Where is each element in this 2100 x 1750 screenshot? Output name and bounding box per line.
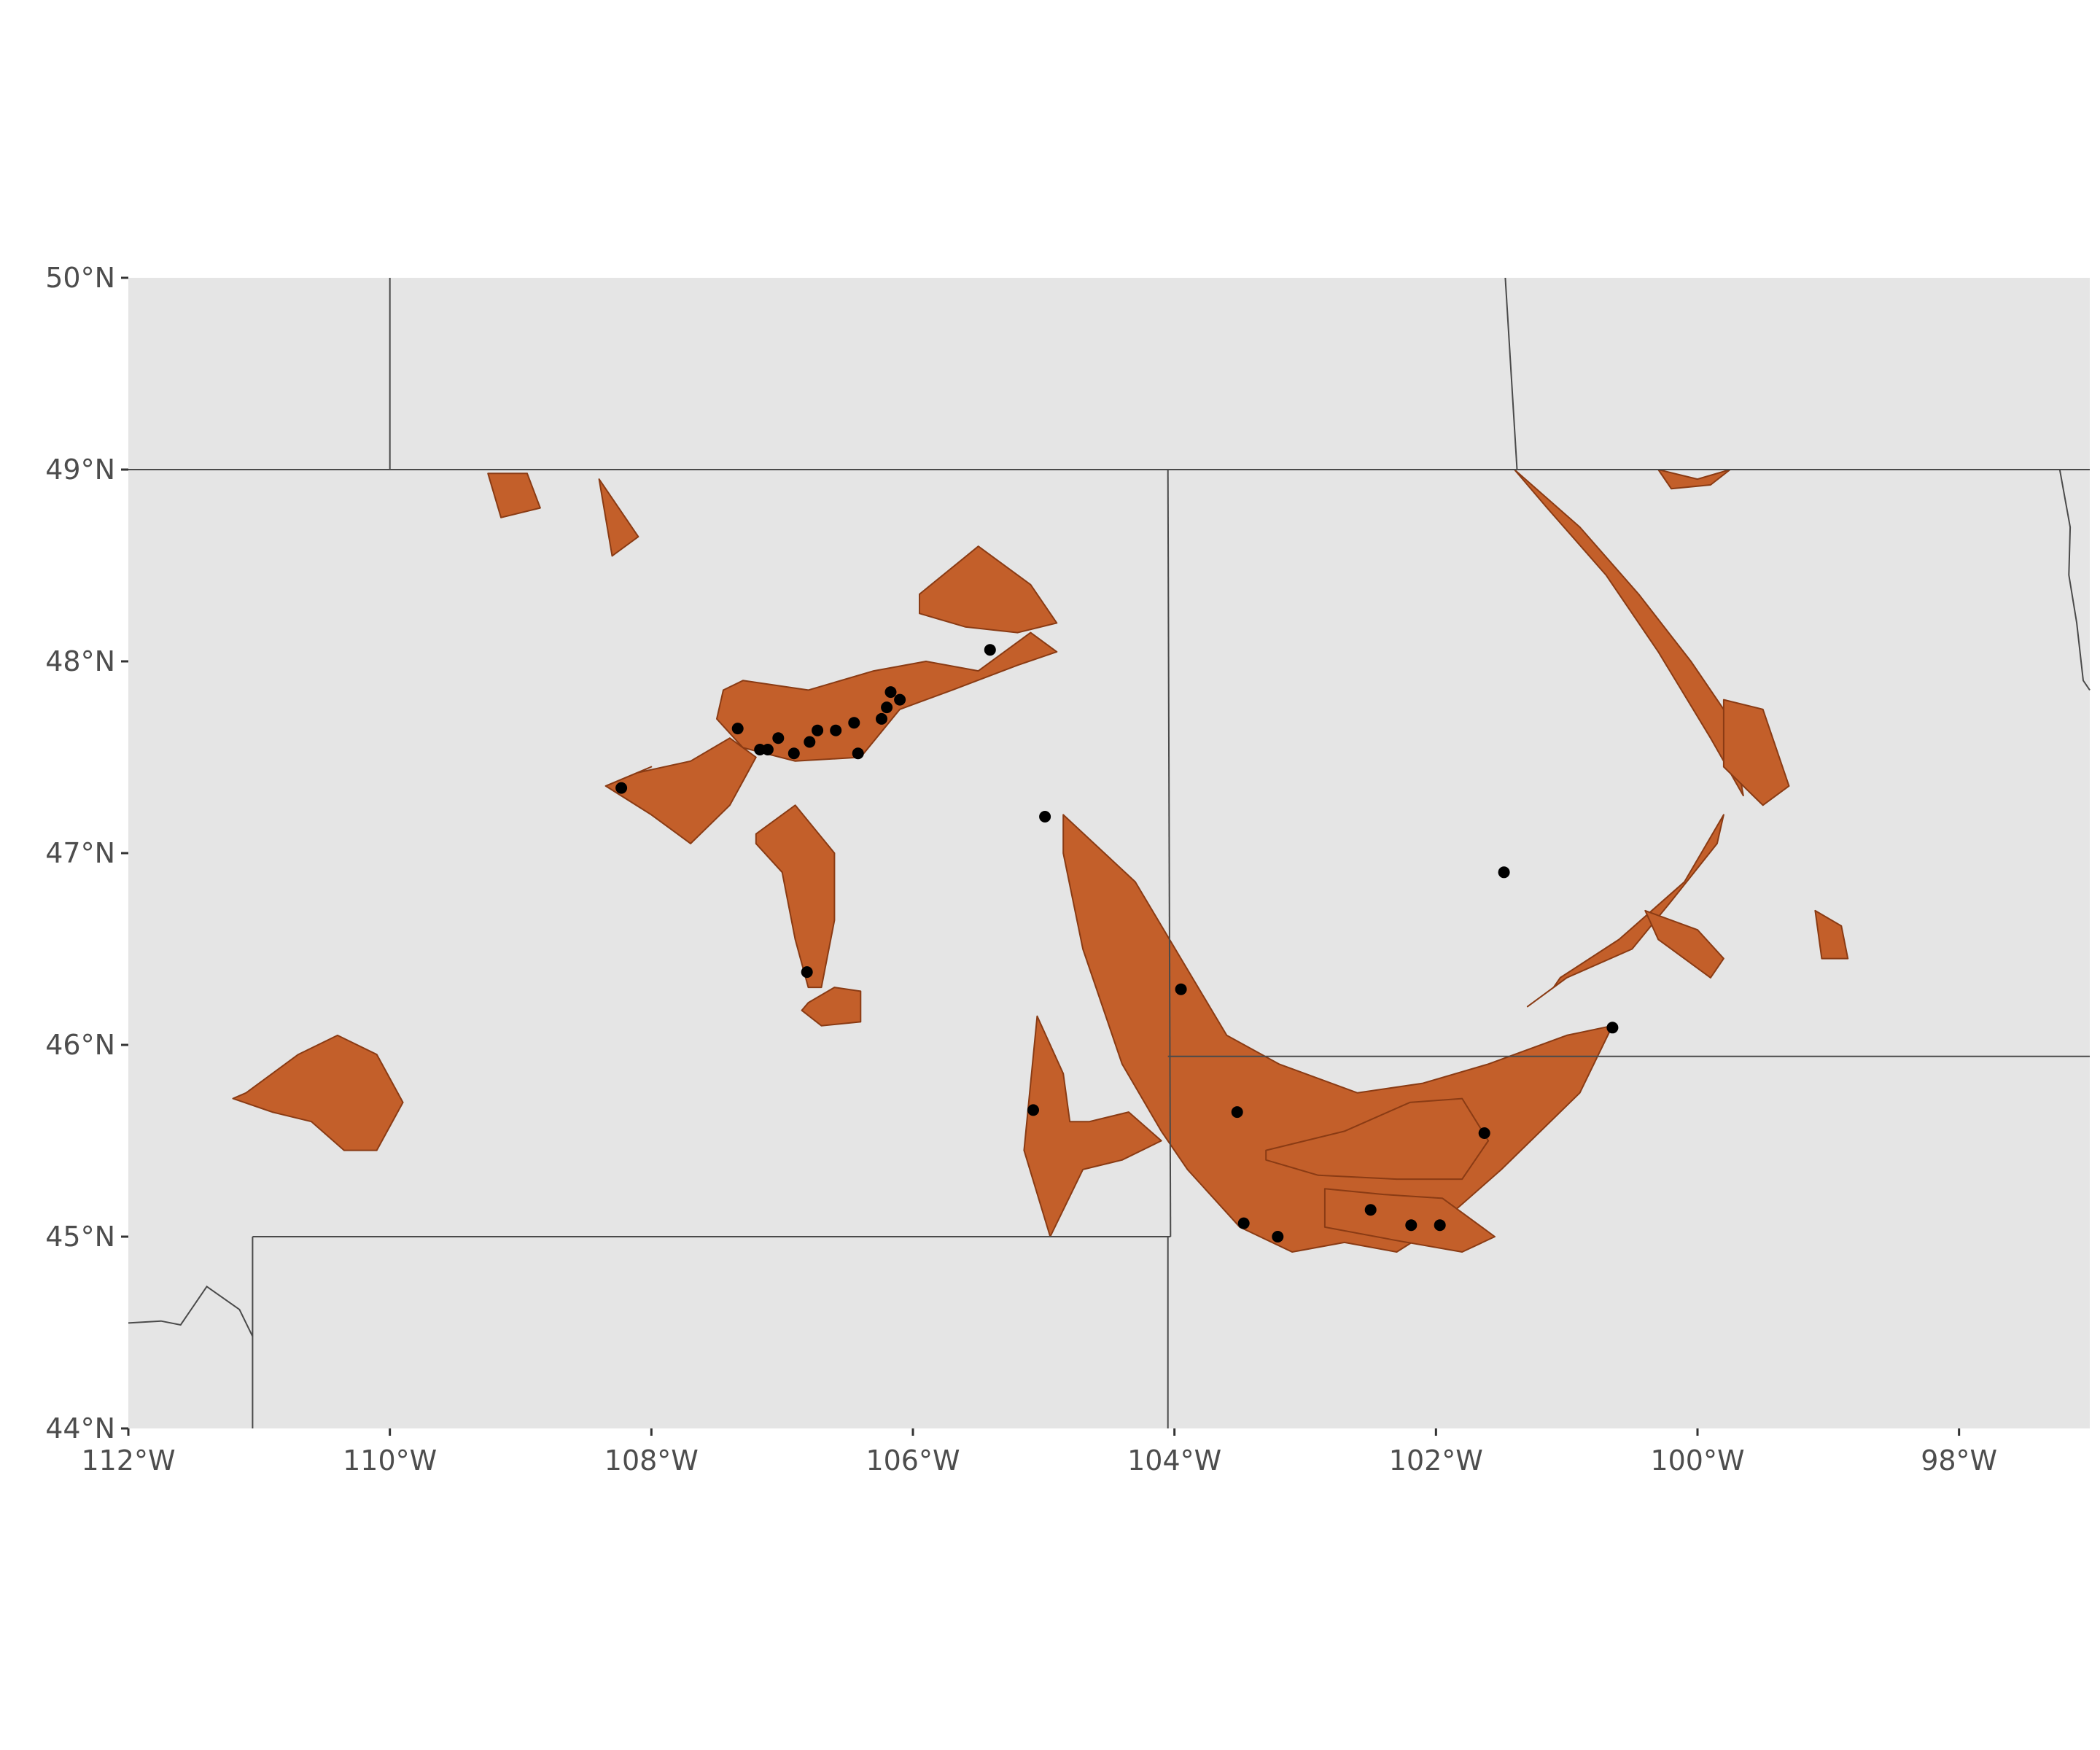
map-panel-background — [128, 278, 2090, 1428]
sample-point-28 — [1405, 1219, 1418, 1232]
border-line-4 — [1167, 469, 1172, 1237]
sample-point-26 — [1272, 1231, 1284, 1242]
sample-point-22 — [1478, 1127, 1490, 1139]
border-line-10 — [2058, 469, 2091, 691]
sample-point-18 — [801, 966, 813, 979]
y-tick-label-4: 47°N — [45, 837, 115, 869]
formation-outcrop-2 — [919, 545, 1058, 634]
y-tick-label-3: 48°N — [45, 645, 115, 677]
sample-point-14 — [884, 686, 897, 699]
sample-point-13 — [881, 701, 893, 714]
formation-outcrop-13 — [1644, 909, 1724, 979]
sample-point-21 — [1231, 1106, 1243, 1119]
x-tick-label-5: 104°W — [1127, 1444, 1221, 1477]
border-line-9 — [128, 1285, 254, 1337]
formation-outcrop-18 — [598, 478, 639, 557]
x-axis: 112°W 110°W 108°W 106°W 104°W 102°W 100°W 98°W — [81, 1428, 1997, 1477]
formation-outcrop-15 — [1023, 1015, 1162, 1237]
y-tick-label-6: 45°N — [45, 1221, 115, 1253]
sample-point-7 — [804, 736, 816, 748]
border-line-3 — [1504, 277, 1518, 470]
formation-outcrop-5 — [801, 987, 862, 1027]
sample-point-6 — [788, 747, 800, 760]
sample-point-5 — [772, 732, 785, 744]
x-tick-label-2: 110°W — [343, 1444, 437, 1477]
sample-point-16 — [615, 782, 628, 794]
formation-outcrop-14 — [1814, 909, 1849, 960]
y-axis: 50°N 49°N 48°N 47°N 46°N 45°N 44°N — [45, 262, 128, 1444]
sample-point-24 — [1606, 1022, 1619, 1034]
sample-point-9 — [830, 724, 842, 736]
sample-point-1 — [984, 644, 996, 656]
sample-point-2 — [731, 723, 744, 735]
formation-outcrop-1 — [716, 631, 1058, 762]
formation-outcrop-9 — [1526, 814, 1724, 1008]
points-layer — [615, 644, 1619, 1242]
y-tick-label-2: 49°N — [45, 454, 115, 486]
sample-point-12 — [876, 712, 887, 725]
formation-outcrop-17 — [487, 472, 541, 518]
x-tick-label-7: 100°W — [1650, 1444, 1744, 1477]
sample-point-19 — [1175, 983, 1187, 995]
sample-point-8 — [812, 724, 824, 736]
y-tick-label-5: 46°N — [45, 1029, 115, 1061]
formation-outcrop-7 — [1265, 1097, 1490, 1181]
sample-point-17 — [1039, 811, 1051, 822]
sample-point-23 — [1498, 866, 1510, 879]
formation-outcrop-3 — [604, 737, 757, 844]
sample-point-10 — [848, 717, 860, 729]
y-tick-label-1: 50°N — [45, 262, 115, 294]
sample-point-4 — [761, 744, 774, 755]
formation-outcrop-10 — [1513, 469, 1744, 797]
sample-point-25 — [1237, 1217, 1250, 1229]
borders-layer — [128, 277, 2091, 1428]
sample-point-15 — [894, 693, 906, 706]
sample-point-11 — [852, 747, 864, 760]
x-tick-label-4: 106°W — [866, 1444, 960, 1477]
formation-outcrop-16 — [232, 1034, 404, 1151]
sample-point-20 — [1027, 1104, 1039, 1116]
x-tick-label-8: 98°W — [1921, 1444, 1997, 1477]
formation-outcrop-12 — [1657, 469, 1731, 490]
x-tick-label-6: 102°W — [1389, 1444, 1483, 1477]
x-tick-label-1: 112°W — [81, 1444, 175, 1477]
sample-point-27 — [1364, 1204, 1377, 1216]
y-tick-label-7: 44°N — [45, 1412, 115, 1444]
formation-outcrop-11 — [1722, 699, 1790, 806]
sample-point-29 — [1434, 1219, 1446, 1232]
formation-outcrop-4 — [755, 804, 836, 989]
formations-layer — [232, 469, 1849, 1253]
x-tick-label-3: 108°W — [604, 1444, 699, 1477]
